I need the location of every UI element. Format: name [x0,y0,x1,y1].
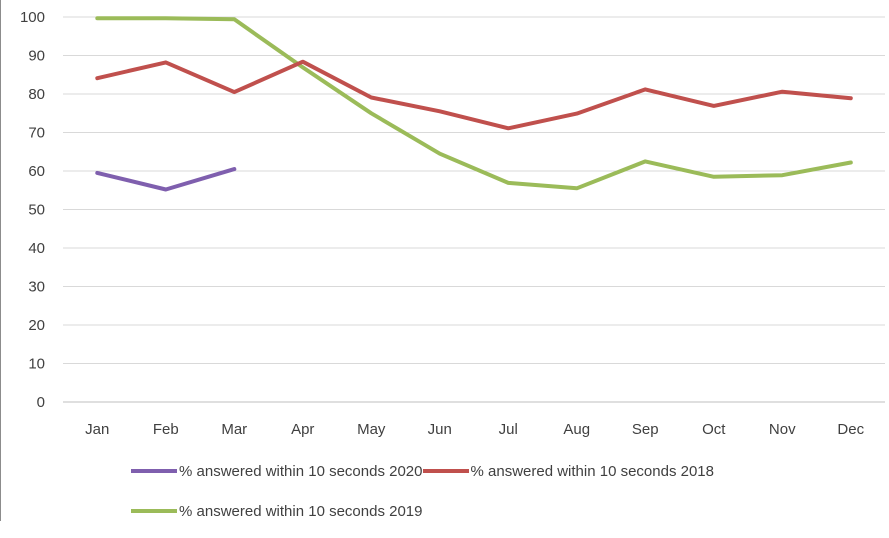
x-tick-label-jan: Jan [85,421,109,438]
y-tick-label-0: 0 [37,394,45,411]
x-tick-label-oct: Oct [702,421,726,438]
x-tick-label-aug: Aug [563,421,590,438]
legend-label-2020: % answered within 10 seconds 2020 [179,462,423,480]
x-tick-label-may: May [357,421,386,438]
legend-item-2020: % answered within 10 seconds 2020 [131,463,423,480]
series-line-2020 [95,167,237,192]
legend-swatch-2019 [131,509,177,513]
x-tick-label-feb: Feb [153,421,179,438]
x-tick-label-jun: Jun [428,421,452,438]
x-tick-label-jul: Jul [499,421,518,438]
y-tick-label-100: 100 [20,9,45,26]
legend-swatch-2018 [422,469,469,473]
y-tick-label-60: 60 [28,163,45,180]
x-tick-label-apr: Apr [291,421,314,438]
y-tick-label-90: 90 [28,48,45,65]
legend-row-2: % answered within 10 seconds 2019 [131,498,831,524]
chart-svg: 0 10 20 30 40 50 60 70 80 90 100 Jan Feb Mar Apr May Jun… [20,9,885,438]
series-line-2019 [95,16,853,191]
x-tick-label-nov: Nov [769,421,796,438]
x-tick-label-sep: Sep [632,421,659,438]
y-tick-label-70: 70 [28,125,45,142]
chart-legend: % answered within 10 seconds 2020 % answ… [131,458,831,538]
legend-row-1: % answered within 10 seconds 2020 % answ… [131,458,831,484]
y-tick-label-10: 10 [28,356,45,373]
legend-swatch-2020 [131,469,177,473]
legend-item-2018: % answered within 10 seconds 2018 [422,462,715,480]
y-tick-label-50: 50 [28,202,45,219]
x-tick-label-dec: Dec [837,421,864,438]
legend-label-2019: % answered within 10 seconds 2019 [179,502,423,520]
y-tick-label-80: 80 [28,86,45,103]
y-tick-label-20: 20 [28,317,45,334]
line-chart: 0 10 20 30 40 50 60 70 80 90 100 Jan Feb Mar Apr May Jun… [0,0,885,521]
series-line-2018 [95,59,853,131]
y-tick-label-30: 30 [28,279,45,296]
legend-item-2019: % answered within 10 seconds 2019 [131,503,423,520]
x-tick-label-mar: Mar [221,421,247,438]
y-tick-label-40: 40 [28,240,45,257]
legend-label-2018: % answered within 10 seconds 2018 [470,462,715,480]
